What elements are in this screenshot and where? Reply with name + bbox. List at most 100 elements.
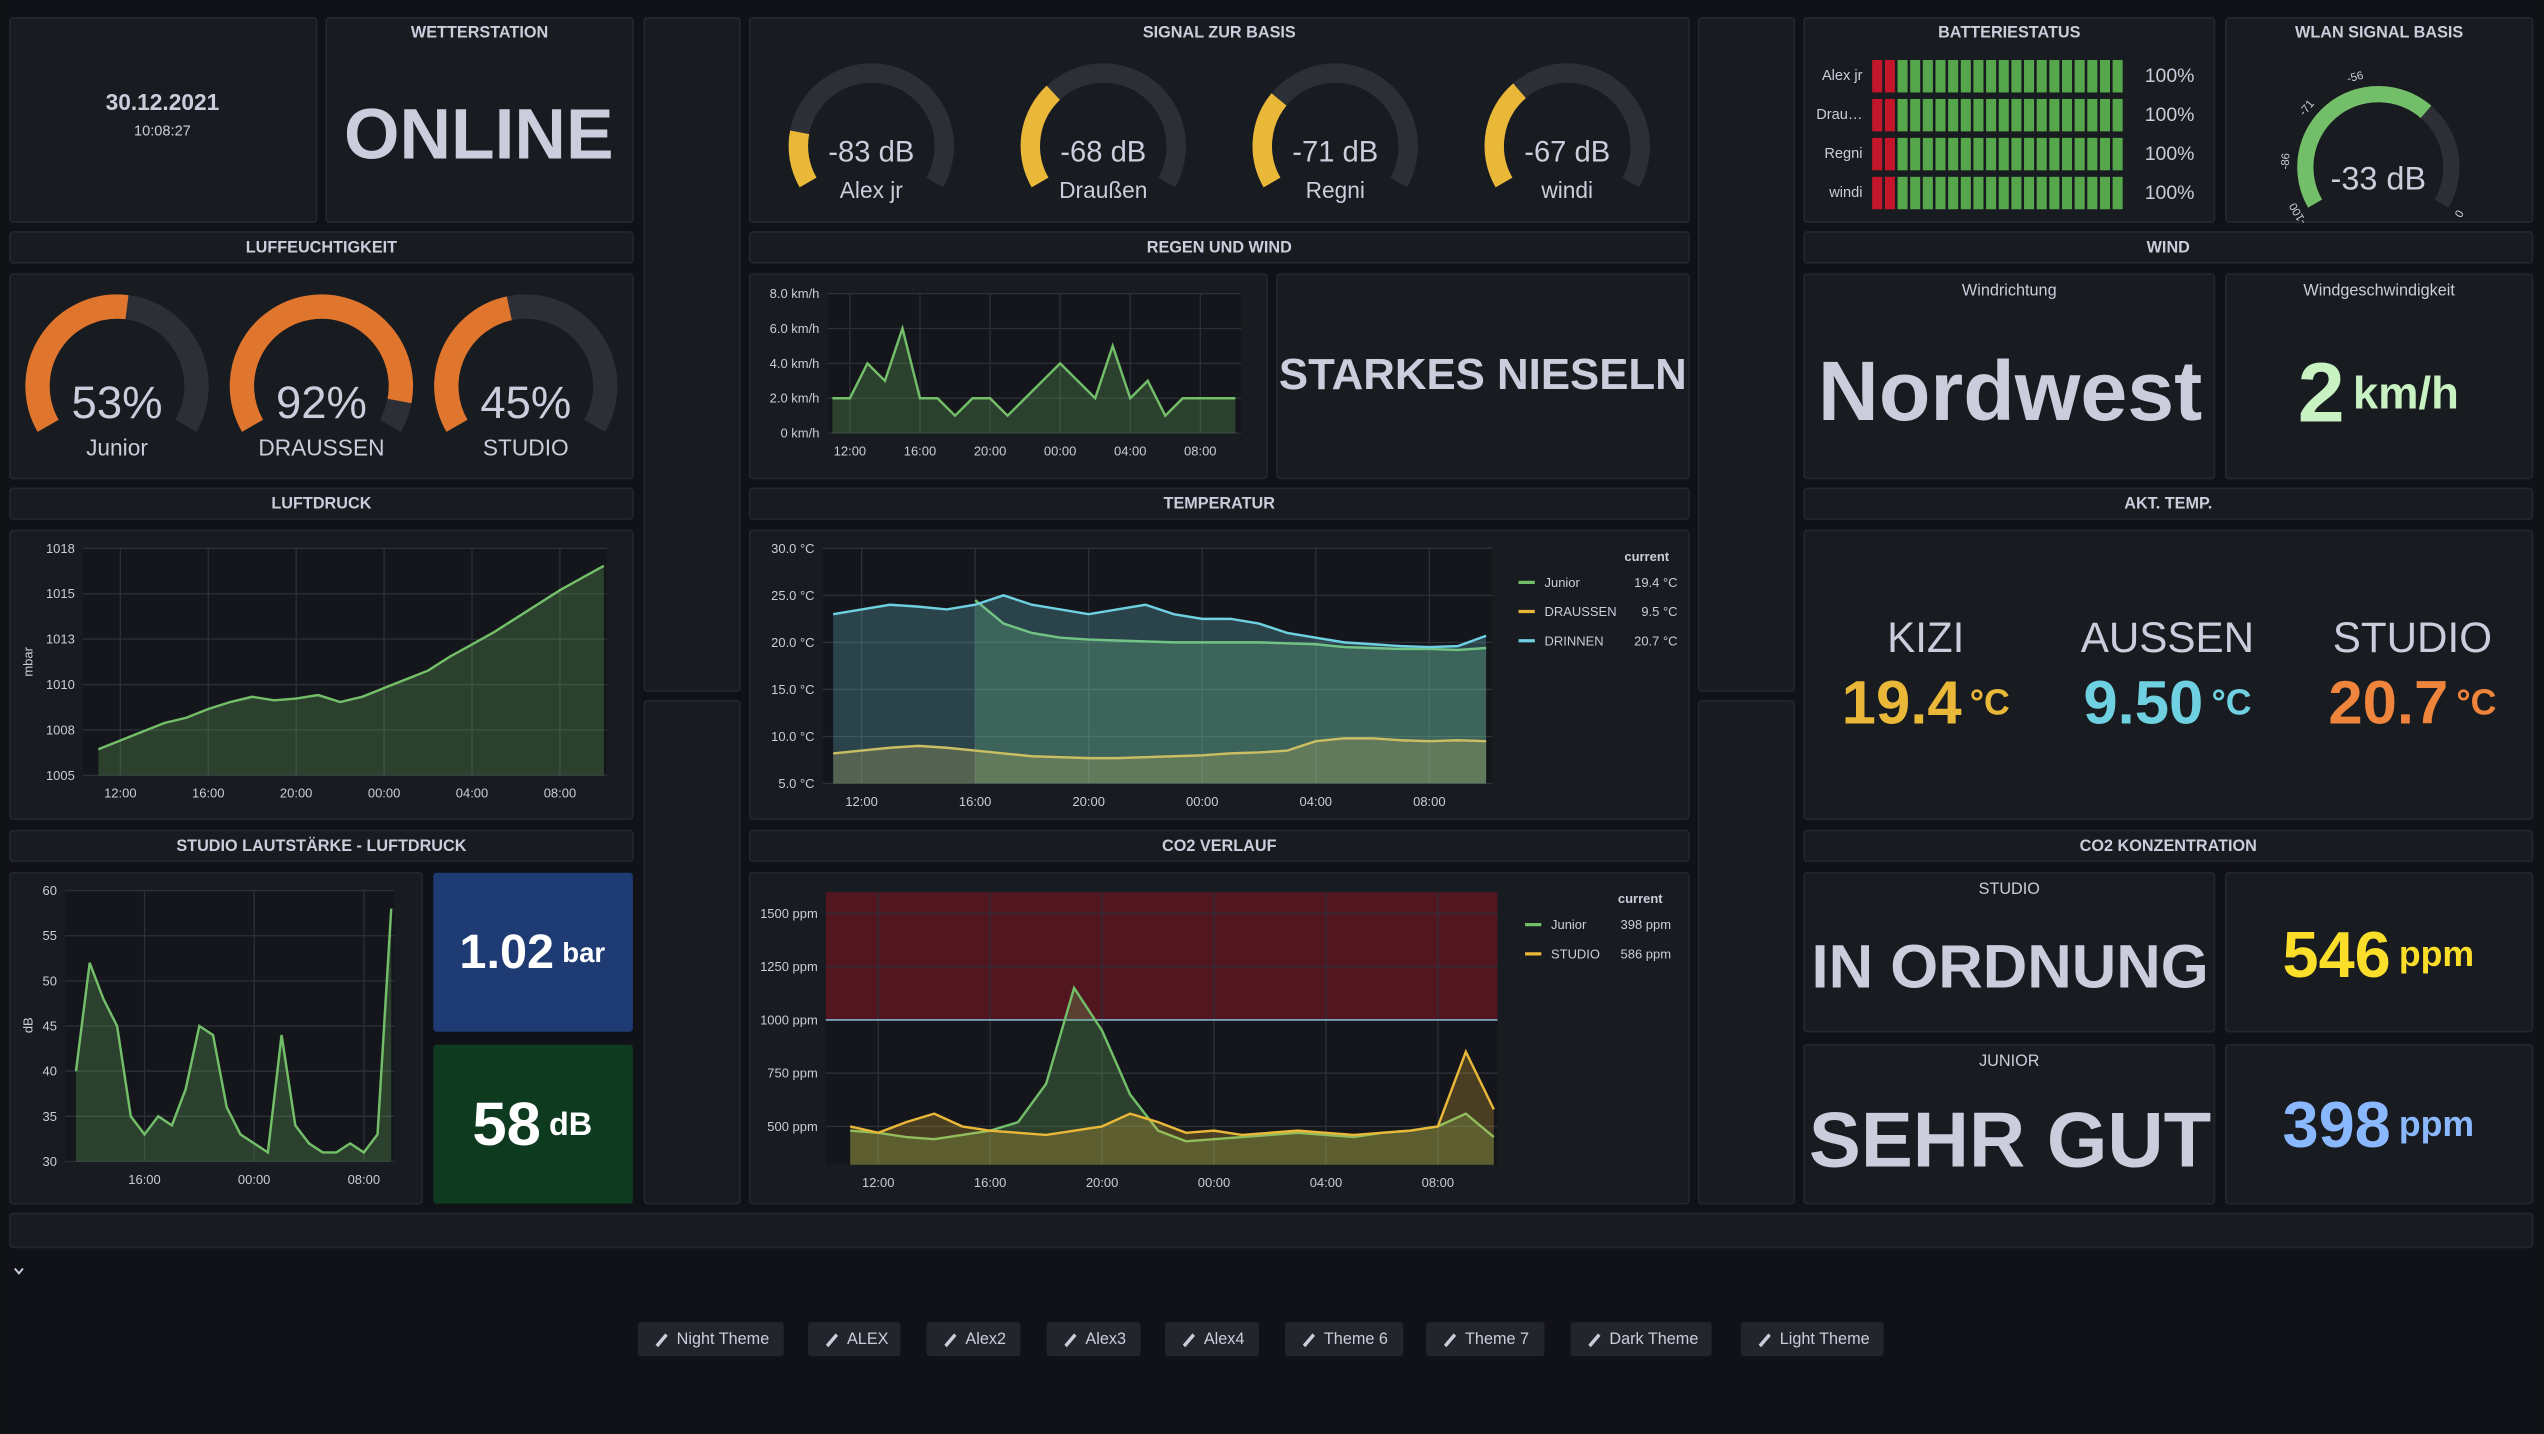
series-line xyxy=(97,564,605,751)
gauge-label: STUDIO xyxy=(483,435,569,461)
temp-unit: °C xyxy=(2211,682,2251,722)
gauge-tick-label: 0 xyxy=(2452,208,2466,219)
x-tick-label: 16:00 xyxy=(192,786,224,801)
battery-cell xyxy=(1986,60,1997,93)
theme-button-bg[interactable] xyxy=(1046,1322,1141,1357)
gauge-value: -83 dB xyxy=(828,136,914,168)
theme-button[interactable]: Alex2 xyxy=(926,1322,1021,1357)
battery-cell xyxy=(1910,176,1921,210)
panel xyxy=(1803,529,2534,821)
panel xyxy=(748,487,1690,520)
row-title: LUFFEUCHTIGKEIT xyxy=(246,238,397,256)
theme-button-label[interactable]: Alex4 xyxy=(1204,1330,1245,1348)
brush-icon xyxy=(1302,1333,1315,1348)
theme-button[interactable]: ALEX xyxy=(808,1322,901,1357)
theme-button[interactable]: Alex3 xyxy=(1046,1322,1141,1357)
brush-icon xyxy=(825,1333,839,1348)
panel xyxy=(9,487,634,520)
battery-cell xyxy=(1897,176,1908,210)
y-tick-label: 1018 xyxy=(46,541,75,556)
theme-button-bg[interactable] xyxy=(926,1322,1021,1357)
x-tick-label: 00:00 xyxy=(1198,1175,1230,1190)
gauge-arc xyxy=(788,130,817,188)
y-tick-label: 25.0 °C xyxy=(771,588,814,603)
battery-cell xyxy=(1948,60,1959,93)
gauge-arc xyxy=(2297,86,2432,208)
panel xyxy=(1803,273,2216,480)
brush-icon xyxy=(1588,1333,1601,1348)
theme-button[interactable]: Night Theme xyxy=(637,1322,784,1357)
pressure-stat-value: 1.02 xyxy=(459,925,554,979)
battery-cell xyxy=(1973,98,1984,132)
collapse-chevron xyxy=(14,1267,24,1275)
x-tick-label: 00:00 xyxy=(1186,794,1218,809)
battery-cell xyxy=(2049,60,2060,93)
battery-cell xyxy=(2099,98,2111,132)
legend-header: current xyxy=(1624,549,1669,564)
gauge-value: -67 dB xyxy=(1524,136,1610,168)
x-tick-label: 12:00 xyxy=(845,794,877,809)
battery-cell xyxy=(1948,176,1959,210)
theme-button-label[interactable]: ALEX xyxy=(847,1330,889,1348)
theme-button-label[interactable]: Dark Theme xyxy=(1609,1330,1698,1348)
battery-cell xyxy=(1998,60,2009,93)
theme-button[interactable]: Theme 7 xyxy=(1426,1322,1545,1357)
battery-cell xyxy=(1910,60,1921,93)
theme-button-bg[interactable] xyxy=(808,1322,901,1357)
theme-button[interactable]: Theme 6 xyxy=(1284,1322,1404,1357)
y-tick-label: 1010 xyxy=(46,677,75,692)
theme-button-label[interactable]: Night Theme xyxy=(677,1330,770,1348)
battery-cell xyxy=(2087,176,2098,210)
y-axis-label: mbar xyxy=(20,646,35,676)
theme-button[interactable]: Alex4 xyxy=(1164,1322,1260,1357)
temp-value: 20.7 °C xyxy=(2328,668,2496,737)
y-tick-label: 15.0 °C xyxy=(771,682,814,697)
battery-cell xyxy=(1922,60,1933,93)
threshold-area xyxy=(825,892,1498,1020)
theme-button[interactable]: Dark Theme xyxy=(1570,1322,1712,1357)
x-tick-label: 12:00 xyxy=(104,786,136,801)
temp-name: STUDIO xyxy=(2333,614,2492,661)
battery-cell xyxy=(2112,137,2123,171)
panel xyxy=(9,231,634,264)
panel-title: SIGNAL ZUR BASIS xyxy=(1143,23,1296,41)
battery-name: Regni xyxy=(1824,146,1862,162)
panel xyxy=(1803,231,2534,264)
battery-name: Drau… xyxy=(1816,107,1862,123)
battery-cell xyxy=(1872,60,1883,93)
theme-button-bg[interactable] xyxy=(637,1322,784,1357)
theme-button-bg[interactable] xyxy=(1284,1322,1404,1357)
panel xyxy=(1803,829,2534,863)
panel xyxy=(9,1212,2534,1249)
brush-icon xyxy=(1443,1333,1457,1348)
theme-button-label[interactable]: Theme 6 xyxy=(1324,1330,1388,1348)
battery-cell xyxy=(1973,137,1984,171)
theme-button-label[interactable]: Theme 7 xyxy=(1465,1330,1529,1348)
theme-button-bg[interactable] xyxy=(1164,1322,1260,1357)
series-area xyxy=(833,738,1487,784)
gauge-tick-label: -86 xyxy=(2280,153,2293,170)
legend-value: 398 ppm xyxy=(1621,917,1671,932)
battery-cell xyxy=(2024,60,2035,93)
battery-cell xyxy=(1884,98,1895,132)
temp-unit: °C xyxy=(1970,682,2010,722)
legend-value: 20.7 °C xyxy=(1634,633,1677,648)
theme-button-bg[interactable] xyxy=(1426,1322,1545,1357)
theme-button[interactable]: Light Theme xyxy=(1740,1322,1884,1357)
temp-value: 9.50 °C xyxy=(2083,668,2251,737)
theme-button-label[interactable]: Alex2 xyxy=(965,1330,1006,1348)
gauge-tick-label: -56 xyxy=(2346,70,2365,86)
theme-button-bg[interactable] xyxy=(1570,1322,1712,1357)
y-tick-label: 0 km/h xyxy=(780,426,819,441)
battery-cell xyxy=(1922,98,1933,132)
battery-cell xyxy=(2049,98,2060,132)
theme-button-bg[interactable] xyxy=(1740,1322,1884,1357)
battery-cell xyxy=(1998,176,2009,210)
panel xyxy=(748,829,1690,863)
y-tick-label: 1000 ppm xyxy=(760,1012,818,1027)
co2-value-unit: ppm xyxy=(2399,934,2474,974)
y-tick-label: 1013 xyxy=(46,632,75,647)
theme-button-label[interactable]: Light Theme xyxy=(1780,1330,1870,1348)
theme-button-label[interactable]: Alex3 xyxy=(1085,1330,1126,1348)
